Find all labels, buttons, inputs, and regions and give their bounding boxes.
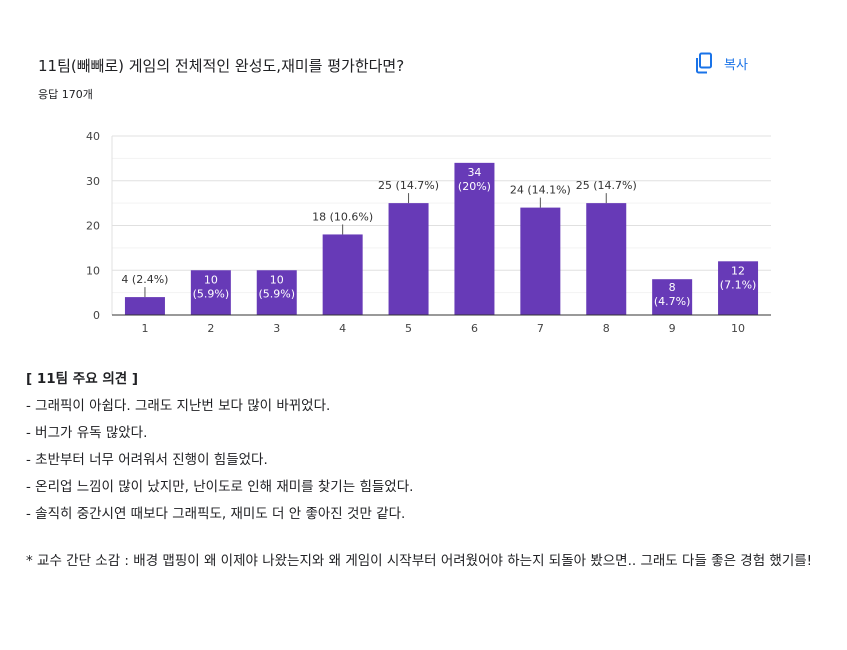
data-label: 34 xyxy=(467,166,481,179)
x-tick-label: 9 xyxy=(669,322,676,335)
opinion-item: - 온리업 느낌이 많이 났지만, 난이도로 인해 재미를 찾기는 힘들었다. xyxy=(26,479,414,495)
data-label: 10 xyxy=(270,273,284,286)
y-tick-label: 20 xyxy=(86,220,100,233)
opinion-item: - 그래픽이 아쉽다. 그래도 지난번 보다 많이 바뀌었다. xyxy=(26,398,331,414)
bar xyxy=(718,261,759,315)
x-tick-label: 5 xyxy=(405,322,412,335)
data-label: 25 (14.7%) xyxy=(378,179,439,192)
x-tick-label: 7 xyxy=(537,322,544,335)
bar xyxy=(124,297,165,315)
opinion-item: - 초반부터 너무 어려워서 진행이 힘들었다. xyxy=(26,452,268,468)
bar xyxy=(454,162,495,315)
bar xyxy=(388,203,429,315)
bar xyxy=(190,270,231,315)
data-label-percent: (5.9%) xyxy=(258,287,295,300)
question-title: 11팀(빼빼로) 게임의 전체적인 완성도,재미를 평가한다면? xyxy=(38,57,405,75)
data-label-percent: (7.1%) xyxy=(720,278,757,291)
y-tick-label: 30 xyxy=(86,175,100,188)
bar xyxy=(652,279,693,315)
x-tick-label: 3 xyxy=(273,322,280,335)
bar xyxy=(586,203,627,315)
copy-icon xyxy=(694,52,714,74)
data-label: 8 xyxy=(669,281,676,294)
data-label-percent: (5.9%) xyxy=(193,287,230,300)
response-count: 응답 170개 xyxy=(38,88,93,101)
x-tick-label: 2 xyxy=(207,322,214,335)
bar xyxy=(520,207,561,315)
data-label-percent: (4.7%) xyxy=(654,295,691,308)
data-label: 12 xyxy=(731,264,745,277)
professor-comment: * 교수 간단 소감 : 배경 맵핑이 왜 이제야 나왔는지와 왜 게임이 시작… xyxy=(26,553,813,569)
y-tick-label: 10 xyxy=(86,264,100,277)
x-tick-label: 4 xyxy=(339,322,346,335)
data-label: 25 (14.7%) xyxy=(576,179,637,192)
data-label-percent: (20%) xyxy=(458,180,491,193)
data-label: 10 xyxy=(204,273,218,286)
opinions-section: [ 11팀 주요 의견 ] - 그래픽이 아쉽다. 그래도 지난번 보다 많이 … xyxy=(26,366,826,574)
bar xyxy=(256,270,297,315)
bar xyxy=(322,234,363,315)
x-tick-label: 1 xyxy=(141,322,148,335)
data-label: 18 (10.6%) xyxy=(312,210,373,223)
copy-button-label: 복사 xyxy=(724,57,748,73)
x-tick-label: 10 xyxy=(731,322,745,335)
x-tick-label: 6 xyxy=(471,322,478,335)
opinion-item: - 솔직히 중간시연 때보다 그래픽도, 재미도 더 안 좋아진 것만 같다. xyxy=(26,506,406,522)
opinions-heading: [ 11팀 주요 의견 ] xyxy=(26,371,139,387)
data-label: 4 (2.4%) xyxy=(121,273,168,286)
copy-button[interactable]: 복사 xyxy=(694,52,748,74)
x-tick-label: 8 xyxy=(603,322,610,335)
y-tick-label: 40 xyxy=(86,130,100,143)
data-label: 24 (14.1%) xyxy=(510,184,571,197)
y-tick-label: 0 xyxy=(93,309,100,322)
opinion-item: - 버그가 유독 많았다. xyxy=(26,425,148,441)
